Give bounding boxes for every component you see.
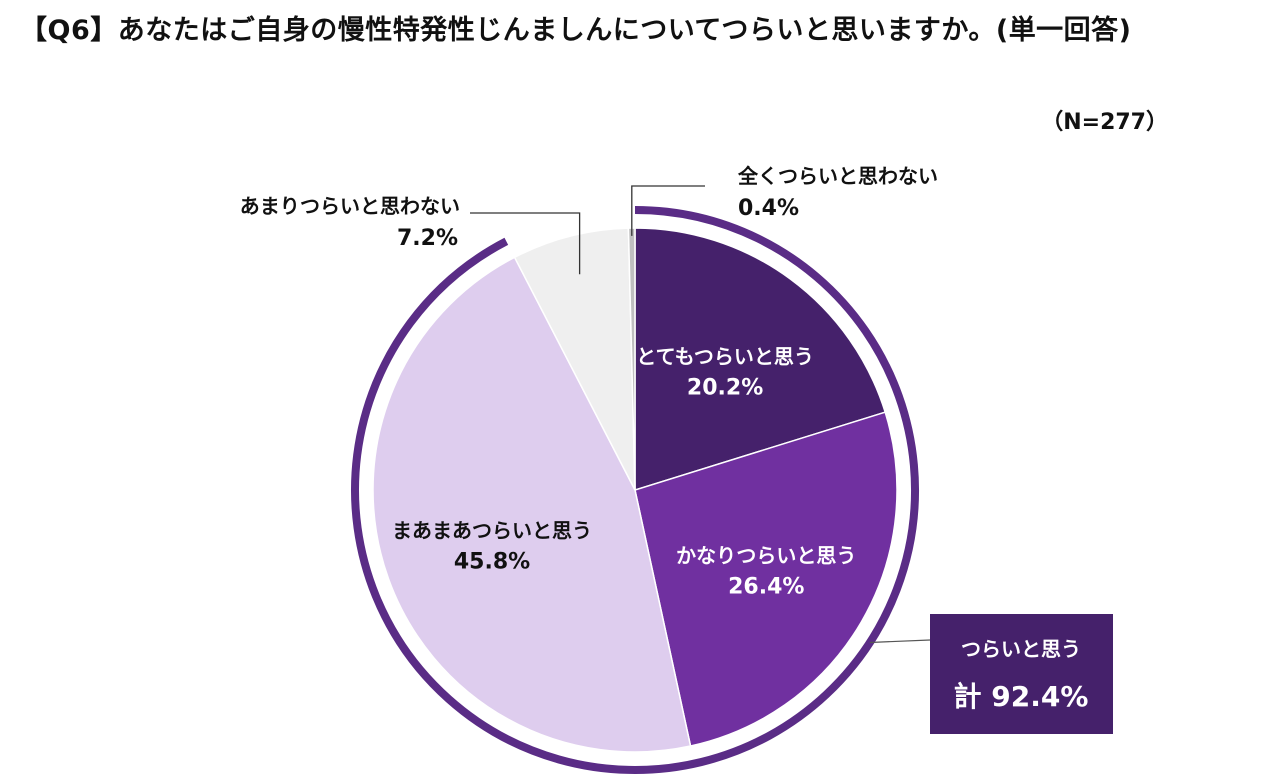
- sample-size-label: （N=277）: [1041, 110, 1168, 135]
- slice-fairly-hard: [634, 411, 898, 747]
- slice-value-somewhat-hard: 45.8%: [454, 549, 530, 574]
- total-box-value: 計 92.4%: [954, 680, 1089, 713]
- leader-line-not-very-hard: [470, 212, 581, 275]
- slice-somewhat-hard: [372, 256, 692, 753]
- total-ring: [351, 206, 919, 774]
- total-box-background: [930, 614, 1113, 734]
- slice-value-not-hard-at-all: 0.4%: [738, 196, 799, 221]
- total-box-label: つらいと思う: [961, 637, 1081, 661]
- slice-value-very-hard: 20.2%: [687, 376, 763, 401]
- slice-label-fairly-hard: かなりつらいと思う: [676, 544, 856, 568]
- chart-title: 【Q6】あなたはご自身の慢性特発性じんましんについてつらいと思いますか。(単一回…: [20, 15, 1132, 46]
- slice-value-not-very-hard: 7.2%: [397, 226, 458, 251]
- slice-not-very-hard: [513, 227, 636, 491]
- slice-label-not-very-hard: あまりつらいと思わない: [240, 194, 460, 218]
- slice-very-hard: [634, 227, 887, 492]
- total-box: つらいと思う 計 92.4%: [930, 614, 1113, 734]
- slice-label-not-hard-at-all: 全くつらいと思わない: [737, 164, 938, 188]
- slice-label-somewhat-hard: まあまあつらいと思う: [392, 518, 592, 542]
- leader-line-total: [869, 639, 931, 644]
- slice-value-fairly-hard: 26.4%: [728, 575, 804, 600]
- leader-line-not-hard-at-all: [631, 185, 705, 236]
- slice-label-very-hard: とてもつらいと思う: [636, 345, 814, 369]
